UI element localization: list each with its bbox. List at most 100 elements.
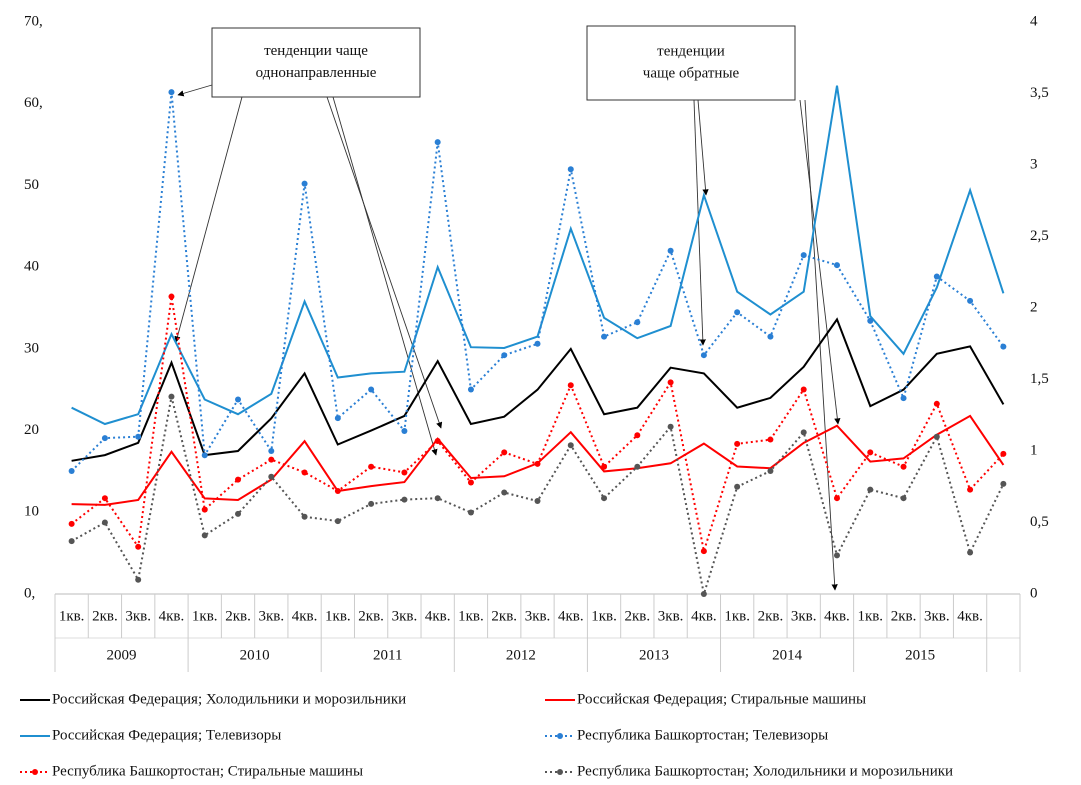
series-point [368,386,375,393]
series-point [168,393,175,400]
x-tick-label: 2кв. [625,608,651,624]
series-point [634,432,641,439]
series-point [135,576,142,583]
series-point [867,449,874,456]
y2-tick-label: 4 [1030,13,1038,29]
series-point [567,382,574,389]
x-tick-label: 3кв. [125,608,151,624]
series-point [767,333,774,340]
y-tick-label: 60, [24,95,43,111]
x-tick-label: 2кв. [758,608,784,624]
series-point [434,437,441,444]
legend-swatch-point [557,769,563,775]
series-point [501,489,508,496]
series-point [101,519,108,526]
y2-tick-label: 3,5 [1030,85,1049,101]
legend-swatch-point [32,769,38,775]
series-point [168,293,175,300]
x-tick-label: 3кв. [658,608,684,624]
annotation-box [586,25,796,101]
x-tick-label: 4кв. [292,608,318,624]
annotation-text: тенденции [657,43,725,59]
series-line [70,92,1005,472]
series-point [933,433,940,440]
series-point [434,139,441,146]
y2-tick-label: 2 [1030,299,1038,315]
legend-label: Российская Федерация; Стиральные машины [577,691,866,707]
x-tick-label: 2кв. [225,608,251,624]
series-point [967,549,974,556]
series-point [201,452,208,459]
series-point [201,506,208,513]
x-tick-label: 3кв. [525,608,551,624]
x-tick-label: 4кв. [957,608,983,624]
x-tick-label: 1кв. [192,608,218,624]
x-group-label: 2012 [506,647,536,663]
series-point [767,436,774,443]
y2-tick-label: 0,5 [1030,514,1049,530]
series-point [734,440,741,447]
x-tick-label: 4кв. [425,608,451,624]
x-tick-label: 2кв. [358,608,384,624]
series-point [268,448,275,454]
series-point [68,538,75,545]
series-point [700,591,707,597]
series-point [235,476,242,483]
x-tick-label: 1кв. [325,608,351,624]
series-point [334,415,341,422]
x-tick-label: 1кв. [458,608,484,624]
series-point [135,543,142,550]
x-group-label: 2009 [107,647,137,663]
series-point [368,463,375,470]
annotation-text: тенденции чаще [264,43,368,59]
x-group-label: 2011 [373,647,402,663]
series-point [601,495,608,502]
x-tick-label: 3кв. [924,608,950,624]
series-point [1000,480,1007,487]
series-point [401,469,408,476]
series-point [368,500,375,507]
series-point [1000,450,1007,457]
series-point [767,468,774,475]
annotation-box [211,27,421,98]
series-point [667,379,674,386]
series-point [534,460,541,467]
y2-tick-label: 0 [1030,585,1038,601]
series-point [634,319,641,326]
series-point [201,532,208,539]
series-point [967,486,974,493]
y-tick-label: 10 [24,504,39,520]
series-point [68,468,75,475]
legend-label: Республика Башкортостан; Холодильники и … [577,763,953,779]
x-tick-label: 2кв. [491,608,517,624]
series-point [700,548,707,555]
series-point [933,273,940,280]
series-point [567,166,574,173]
series-point [634,463,641,470]
x-tick-label: 1кв. [857,608,883,624]
y-tick-label: 50 [24,177,39,193]
x-group-label: 2010 [240,647,270,663]
series-point [168,89,175,96]
x-tick-label: 2кв. [891,608,917,624]
series-point [534,340,541,347]
y2-tick-label: 3 [1030,156,1038,172]
series-point [68,520,75,527]
legend-label: Российская Федерация; Холодильники и мор… [52,691,406,707]
series-point [268,473,275,480]
series-line [71,414,1005,506]
series-point [833,495,840,502]
series-point [800,429,807,436]
x-tick-label: 3кв. [392,608,418,624]
series-point [667,423,674,430]
series-point [1000,343,1007,350]
series-point [501,449,508,456]
x-tick-label: 4кв. [159,608,185,624]
series-point [467,386,474,393]
series-line [71,396,1005,595]
x-tick-label: 4кв. [691,608,717,624]
series-point [667,247,674,254]
y2-tick-label: 1 [1030,442,1038,458]
series-line [71,85,1005,426]
